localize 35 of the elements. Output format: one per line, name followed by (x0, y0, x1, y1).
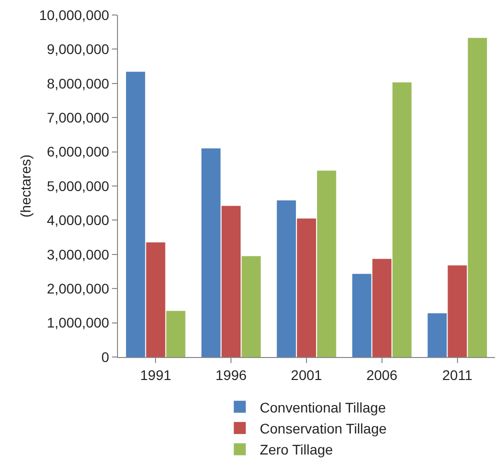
bar (276, 200, 296, 357)
bar (428, 313, 447, 357)
y-tick-label: 3,000,000 (46, 246, 110, 262)
y-axis-title: (hectares) (18, 154, 34, 218)
legend-label: Conventional Tillage (260, 399, 386, 416)
x-tick-label: 2001 (290, 366, 322, 383)
legend-label: Zero Tillage (260, 442, 334, 458)
y-tick-label: 8,000,000 (46, 75, 110, 92)
x-tick-label: 1991 (140, 366, 172, 383)
y-tick-label: 6,000,000 (46, 144, 110, 160)
y-tick-label: 2,000,000 (46, 280, 110, 296)
bar (448, 265, 467, 357)
bar (468, 38, 487, 357)
bar (372, 258, 392, 357)
x-tick-label: 1996 (216, 366, 247, 383)
bar (296, 218, 316, 357)
y-tick-label: 10,000,000 (39, 6, 110, 23)
y-tick-label: 9,000,000 (46, 41, 110, 58)
x-tick-label: 2006 (366, 366, 398, 383)
x-tick-label: 2011 (442, 366, 473, 383)
bar (352, 274, 372, 357)
legend-label: Conservation Tillage (260, 420, 387, 436)
bar (146, 242, 166, 357)
bar (317, 170, 336, 357)
y-tick-label: 7,000,000 (46, 110, 110, 126)
y-tick-label: 4,000,000 (46, 212, 110, 228)
bar (201, 148, 221, 357)
bar (222, 206, 241, 357)
bar (166, 310, 186, 357)
y-tick-label: 5,000,000 (46, 178, 110, 194)
bar (242, 256, 261, 357)
y-tick-label: 1,000,000 (46, 314, 110, 331)
bar (392, 82, 412, 357)
bar (126, 72, 146, 357)
y-tick-label: 0 (101, 348, 110, 365)
